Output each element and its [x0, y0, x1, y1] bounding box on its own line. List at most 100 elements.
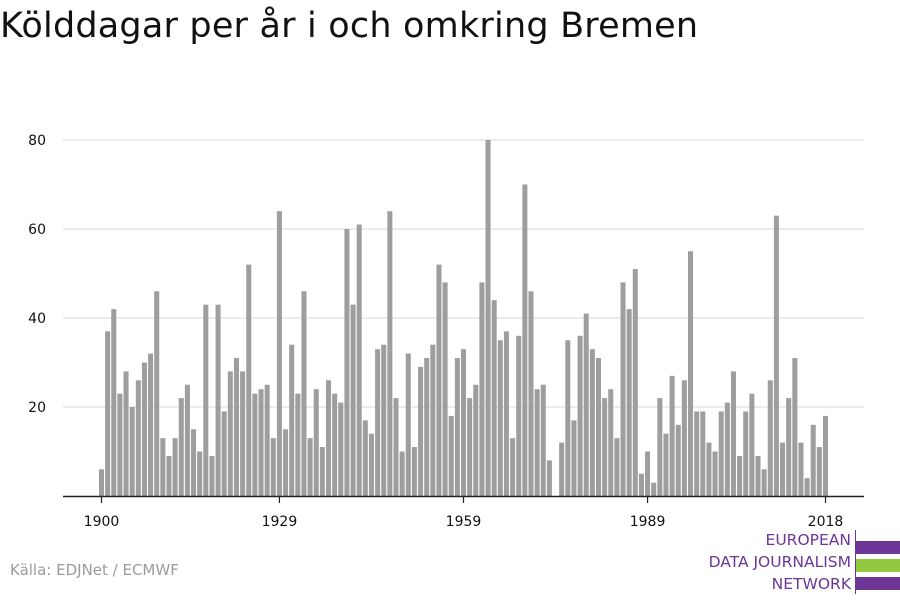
- bar: [454, 358, 460, 496]
- bar: [240, 371, 246, 496]
- x-axis-ticks: 1900 1929 1959 1989 2018: [84, 496, 844, 530]
- bar: [258, 389, 264, 496]
- bar: [730, 371, 736, 496]
- bar: [657, 398, 663, 496]
- bar: [571, 420, 577, 496]
- bar: [485, 140, 491, 496]
- bar: [326, 380, 332, 496]
- logo-divider: [855, 530, 856, 594]
- bar: [602, 398, 608, 496]
- bar: [141, 362, 147, 496]
- bar: [583, 313, 589, 496]
- bar: [743, 411, 749, 496]
- bar: [283, 429, 289, 496]
- bar: [184, 384, 190, 496]
- bar: [810, 424, 816, 496]
- bar: [166, 455, 172, 496]
- logo-bar-purple-bottom: [856, 577, 900, 590]
- bar: [755, 455, 761, 496]
- bar: [460, 349, 467, 496]
- bar: [706, 442, 712, 496]
- y-tick-label: 20: [28, 400, 46, 416]
- logo-bar-purple-top: [856, 541, 900, 554]
- bar: [798, 442, 804, 496]
- bar: [669, 375, 675, 496]
- bar: [467, 398, 473, 496]
- bar: [491, 300, 497, 496]
- bar: [503, 331, 509, 496]
- bar: [215, 304, 221, 496]
- bar: [233, 358, 239, 496]
- y-tick-label: 40: [28, 311, 46, 327]
- bar: [577, 335, 583, 496]
- bar: [313, 389, 319, 496]
- edjnet-logo: EUROPEAN DATA JOURNALISM NETWORK: [700, 530, 900, 594]
- bars: [98, 140, 829, 497]
- bar: [362, 420, 368, 496]
- bar: [295, 393, 301, 496]
- bar: [129, 407, 135, 496]
- bar: [694, 411, 700, 496]
- bar: [559, 442, 565, 496]
- bar: [301, 291, 307, 496]
- bar: [154, 291, 160, 496]
- bar: [638, 473, 644, 496]
- bar: [724, 402, 730, 496]
- bar: [135, 380, 141, 496]
- bar: [393, 398, 399, 496]
- bar: [368, 433, 374, 496]
- chart-title: Kölddagar per år i och omkring Bremen: [0, 6, 699, 46]
- x-tick-label: 2018: [808, 514, 844, 530]
- bar: [270, 438, 276, 496]
- bar: [276, 211, 282, 496]
- bar: [424, 358, 430, 496]
- bar: [822, 415, 829, 496]
- y-axis-ticks: 20 40 60 80: [28, 133, 46, 416]
- bar: [718, 411, 724, 496]
- bar: [178, 398, 184, 496]
- x-tick-label: 1959: [446, 514, 482, 530]
- bar: [473, 384, 479, 496]
- bar: [350, 304, 356, 496]
- bar: [786, 398, 792, 496]
- x-tick-label: 1989: [630, 514, 666, 530]
- bar: [405, 353, 411, 496]
- bar: [430, 344, 436, 496]
- bar: [387, 211, 393, 496]
- bar: [448, 415, 454, 496]
- bar: [749, 393, 755, 496]
- bar: [700, 411, 706, 496]
- bar: [338, 402, 344, 496]
- bar: [632, 269, 638, 496]
- bar: [522, 184, 528, 496]
- bar: [436, 264, 442, 496]
- bar: [479, 282, 485, 496]
- bar: [442, 282, 448, 496]
- bar: [614, 438, 620, 496]
- bar: [344, 229, 350, 496]
- bar: [681, 380, 687, 496]
- bar: [148, 353, 154, 496]
- bar: [381, 344, 387, 496]
- bar: [307, 438, 313, 496]
- source-note: Källa: EDJNet / ECMWF: [10, 561, 179, 579]
- bar: [105, 331, 111, 496]
- bar: [497, 340, 503, 496]
- bar: [767, 380, 773, 496]
- bar: [528, 291, 534, 496]
- bar: [411, 447, 417, 496]
- bar: [780, 442, 786, 496]
- bar: [675, 424, 681, 496]
- bar: [111, 309, 117, 496]
- bar: [510, 438, 516, 496]
- bar: [319, 447, 325, 496]
- bar: [252, 393, 258, 496]
- logo-line-3: NETWORK: [771, 575, 851, 593]
- bar: [418, 366, 424, 496]
- bar: [227, 371, 233, 496]
- bar: [209, 455, 215, 496]
- bar: [620, 282, 626, 496]
- x-tick-label: 1929: [262, 514, 298, 530]
- bar: [221, 411, 227, 496]
